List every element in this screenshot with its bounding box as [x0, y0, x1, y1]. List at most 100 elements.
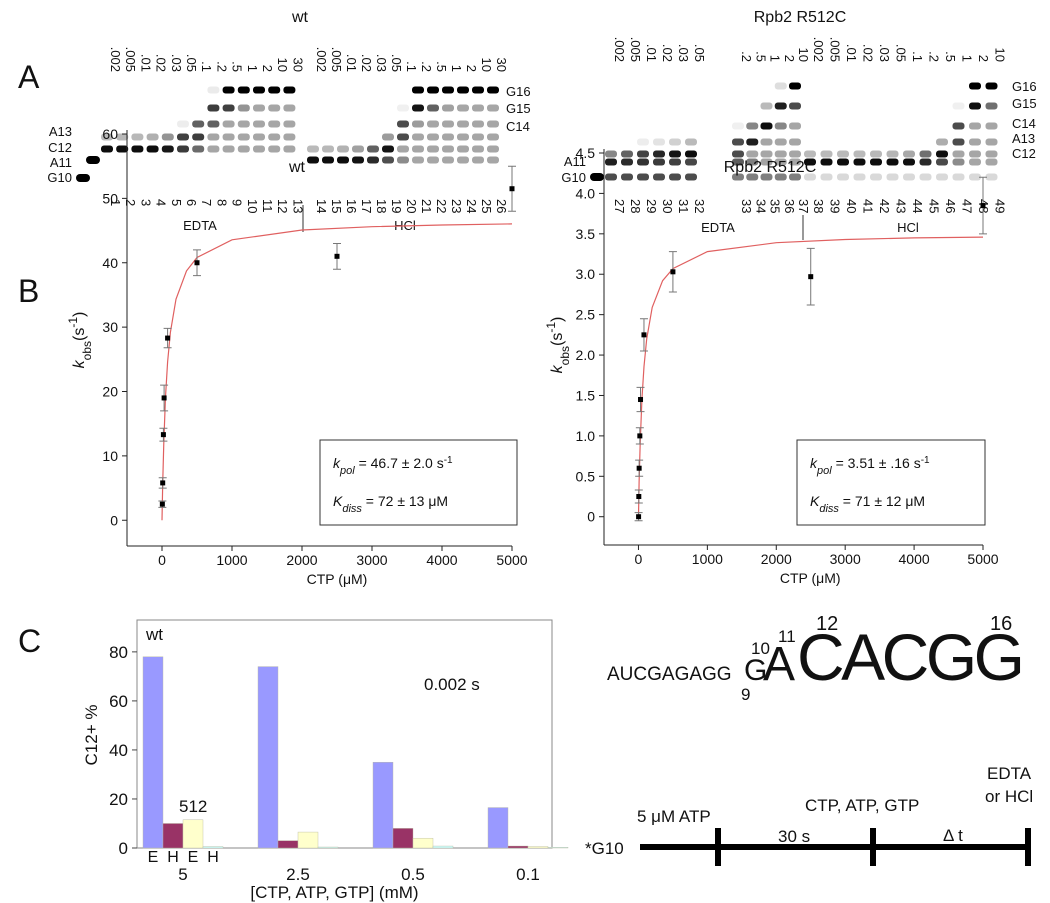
- bar: [182, 819, 204, 849]
- y-tick-label: 3.5: [576, 226, 596, 242]
- bar: [202, 846, 224, 849]
- sequence-rest: CACGG: [797, 620, 1025, 694]
- lane-number: 27: [612, 199, 627, 213]
- panel-label: B: [18, 273, 39, 309]
- gel-band: [161, 133, 174, 141]
- gel-band: [804, 158, 816, 166]
- gel-band: [789, 122, 801, 130]
- gel-band: [253, 120, 265, 128]
- gel-band: [412, 156, 424, 164]
- concentration-label: .2: [927, 51, 942, 62]
- y-tick-label: 0: [119, 839, 128, 858]
- lane-number: 47: [960, 199, 975, 213]
- gel-band: [457, 156, 469, 164]
- annotation-text: = 71 ± 12 μM: [839, 493, 925, 509]
- gel-band: [222, 145, 235, 153]
- x-tick-label: 2000: [761, 551, 792, 567]
- bar: [507, 845, 529, 849]
- gel-band: [760, 122, 773, 130]
- gel-band: [412, 104, 424, 112]
- gel-band: [774, 150, 787, 158]
- gel-band: [732, 158, 744, 166]
- gel-band: [774, 82, 787, 90]
- symbol: k: [333, 455, 341, 471]
- gel-band: [427, 156, 439, 164]
- gel-band: [237, 104, 250, 112]
- lane-number: 28: [628, 199, 643, 213]
- lane-number: 2: [123, 199, 138, 206]
- x-tick-label: 2.5: [286, 865, 310, 884]
- gel-band: [222, 120, 235, 128]
- gel-band: [732, 150, 744, 158]
- concentration-label: .005: [828, 37, 843, 62]
- concentration-label: 30: [494, 58, 509, 72]
- gel-band: [457, 145, 469, 153]
- gel-band: [146, 133, 159, 141]
- annotation: kpol = 46.7 ± 2.0 s-1: [333, 455, 453, 478]
- plot-frame: [136, 619, 553, 849]
- concentration-label: .005: [628, 37, 643, 62]
- gel-band: [412, 120, 424, 128]
- x-tick-label: 5000: [496, 552, 527, 568]
- sequence: AUCGAGAGG G A CACGG: [607, 620, 1025, 694]
- timeline-step: 30 s: [778, 827, 810, 846]
- concentration-label: 30: [290, 58, 305, 72]
- annotation-box: [796, 439, 986, 526]
- gel-band: [487, 104, 499, 112]
- lane-number: 37: [796, 199, 811, 213]
- gel-band: [837, 158, 849, 166]
- gel-band: [457, 86, 469, 94]
- data-point: [159, 501, 165, 507]
- y-axis-label: C12+ %: [82, 705, 101, 766]
- gel-band: [820, 158, 833, 166]
- timeline-start: *G10: [585, 839, 624, 858]
- concentration-label: 1: [245, 65, 260, 72]
- gel-title: Rpb2 R512C: [754, 9, 847, 26]
- bar: [487, 807, 509, 849]
- lane-number: 44: [910, 199, 925, 213]
- gel-band: [637, 138, 649, 146]
- lane-number: 1: [108, 199, 123, 206]
- gel-band: [952, 150, 965, 158]
- gel-band: [969, 82, 981, 90]
- concentration-label: .002: [314, 47, 329, 72]
- lane-number: 17: [359, 199, 374, 213]
- gel-band: [653, 150, 665, 158]
- gel-band: [442, 120, 454, 128]
- bar: [317, 846, 339, 849]
- superscript: -1: [921, 455, 930, 466]
- annotation: Kdiss = 71 ± 12 μM: [810, 493, 925, 515]
- gel-band: [442, 145, 454, 153]
- gel-band: [487, 86, 499, 94]
- group-label: 512: [179, 797, 207, 816]
- gel-band: [283, 86, 296, 94]
- gel-band: [442, 156, 454, 164]
- lane-number: 7: [199, 199, 214, 206]
- gel-band: [427, 104, 439, 112]
- gel-band: [760, 158, 773, 166]
- gel-band: [886, 158, 899, 166]
- gel-band: [952, 173, 965, 181]
- gel-band: [472, 86, 484, 94]
- gel-band: [192, 120, 205, 128]
- lane-number: 38: [811, 199, 826, 213]
- gel-band: [936, 150, 948, 158]
- gel-band: [653, 158, 665, 166]
- concentration-label: .5: [943, 51, 958, 62]
- subscript: obs: [80, 341, 94, 360]
- sequence-prefix: AUCGAGAGG: [607, 664, 732, 685]
- timeline-step: 5 μM ATP: [637, 807, 711, 826]
- gel-band: [207, 133, 220, 141]
- gel-band: [760, 102, 773, 110]
- lane-number: 40: [844, 199, 859, 213]
- lane-number: 29: [644, 199, 659, 213]
- timeline: [640, 828, 1031, 866]
- band-label: C14: [1012, 116, 1036, 131]
- gel-band: [985, 122, 998, 130]
- band-label: A13: [1012, 131, 1035, 146]
- gel-band: [442, 133, 454, 141]
- data-point: [194, 260, 200, 266]
- concentration-label: .02: [359, 54, 374, 72]
- group-label: wt: [145, 625, 163, 644]
